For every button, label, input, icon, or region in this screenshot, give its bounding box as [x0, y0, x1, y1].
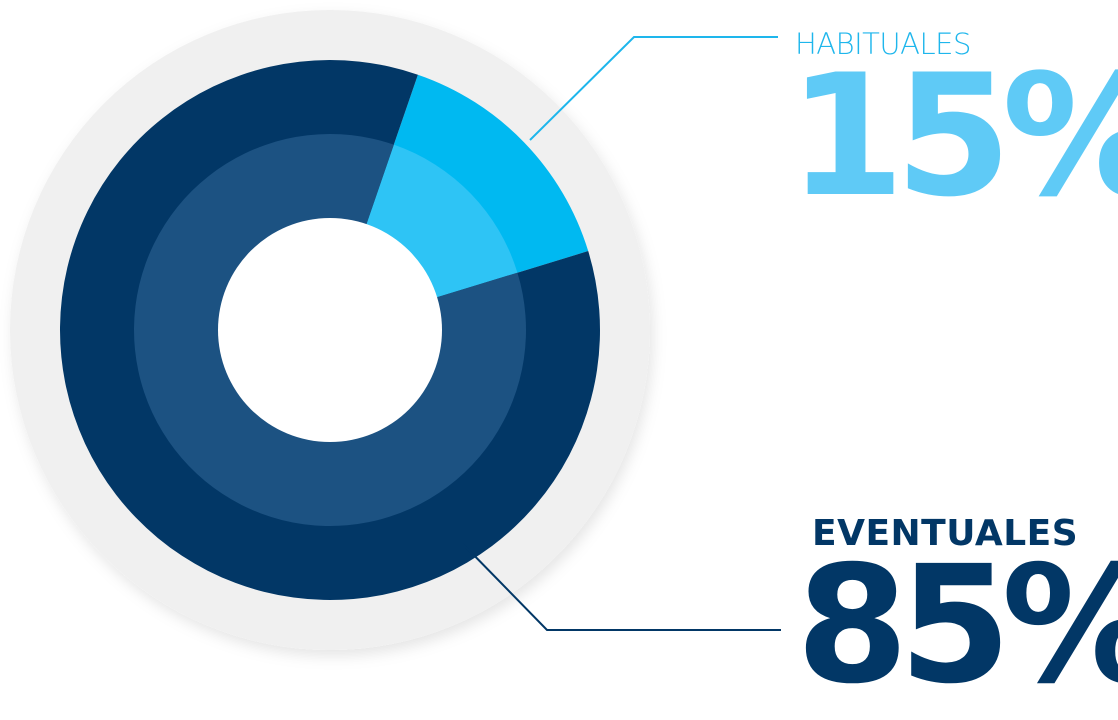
donut-chart: [10, 10, 781, 650]
habituales-leader-line: [529, 36, 778, 141]
eventuales-percentage: 85%: [796, 532, 1118, 720]
habituales-label: HABITUALES: [795, 27, 971, 61]
donut-hole: [218, 218, 442, 442]
eventuales-label: EVENTUALES: [812, 513, 1079, 554]
eventuales-leader-line: [461, 542, 781, 631]
habituales-percentage: 15%: [788, 38, 1118, 234]
